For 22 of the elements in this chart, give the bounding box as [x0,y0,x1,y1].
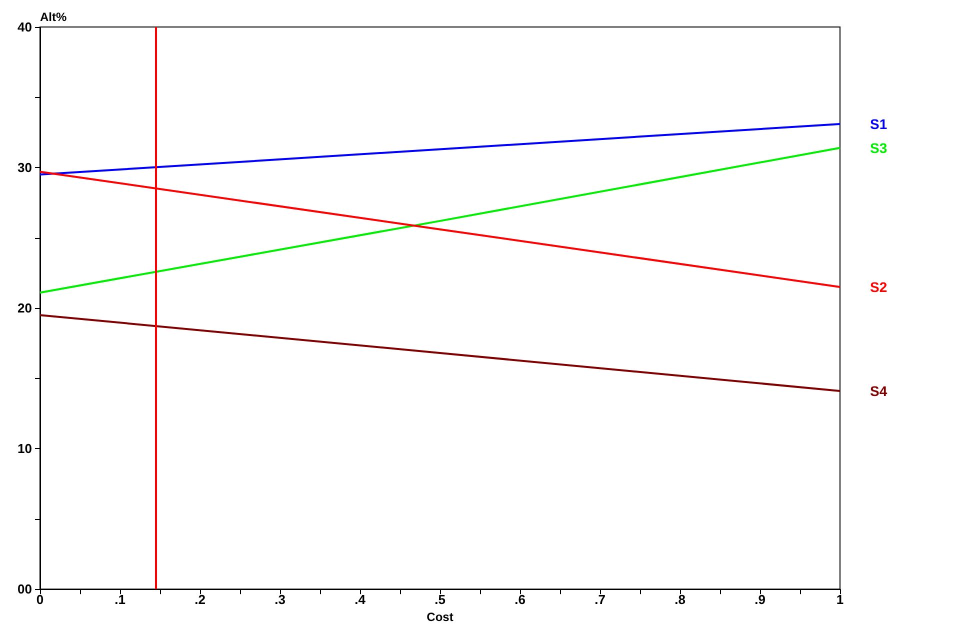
text: S1 [870,116,888,132]
y-tick-label: 10 [18,441,32,456]
x-tick-label: .5 [434,592,446,608]
text: S3 [870,140,888,156]
x-tick-label: .4 [354,592,366,608]
y-axis-title: Alt% [40,10,67,24]
x-tick-label: .8 [674,592,686,608]
x-axis-title: Cost [426,610,454,624]
y-tick-label: 30 [18,160,32,176]
text: S4 [870,382,888,399]
x-tick-label: 0 [36,592,44,608]
x-tick-label: 1 [836,592,844,608]
x-tick-label: .2 [194,592,206,608]
x-tick-label: .6 [514,592,526,608]
y-tick-label: 40 [18,20,32,34]
text: S2 [870,278,888,295]
y-tick-label: 20 [18,300,32,316]
x-tick-label: .3 [274,592,286,608]
y-tick-label: 00 [18,582,32,597]
x-tick-label: .1 [114,592,126,608]
x-tick-label: .9 [754,592,766,608]
x-tick-label: .7 [594,592,606,608]
